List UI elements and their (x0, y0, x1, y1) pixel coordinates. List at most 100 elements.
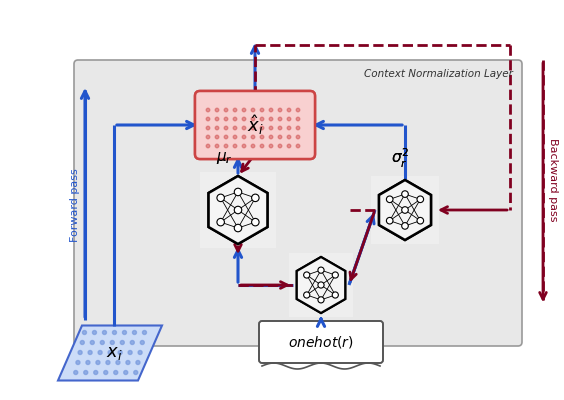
Circle shape (126, 360, 130, 364)
Circle shape (296, 144, 300, 148)
Circle shape (318, 297, 324, 303)
Circle shape (260, 117, 264, 121)
Circle shape (80, 340, 84, 344)
Circle shape (133, 330, 136, 334)
Circle shape (269, 117, 273, 121)
Polygon shape (379, 180, 431, 240)
Circle shape (224, 135, 228, 139)
Circle shape (269, 108, 273, 112)
Polygon shape (379, 180, 431, 240)
Circle shape (118, 350, 122, 354)
Circle shape (224, 144, 228, 148)
Text: Forward pass: Forward pass (70, 168, 80, 242)
Circle shape (402, 191, 408, 197)
Circle shape (417, 218, 424, 224)
Circle shape (206, 117, 210, 121)
Circle shape (116, 360, 120, 364)
Circle shape (217, 194, 224, 202)
Text: $\mu_r$: $\mu_r$ (216, 150, 233, 166)
Circle shape (251, 108, 255, 112)
Circle shape (296, 117, 300, 121)
Circle shape (111, 340, 114, 344)
Circle shape (233, 144, 237, 148)
Text: $\mu_r$: $\mu_r$ (216, 150, 233, 166)
Circle shape (106, 360, 110, 364)
Circle shape (233, 135, 237, 139)
Circle shape (417, 218, 424, 224)
Polygon shape (209, 176, 267, 244)
Circle shape (206, 135, 210, 139)
Circle shape (128, 350, 132, 354)
FancyBboxPatch shape (74, 60, 522, 346)
Circle shape (278, 144, 282, 148)
Circle shape (103, 330, 107, 334)
Circle shape (303, 272, 310, 278)
Circle shape (287, 135, 291, 139)
Circle shape (296, 126, 300, 130)
Circle shape (234, 188, 242, 196)
Circle shape (318, 267, 324, 273)
FancyBboxPatch shape (195, 91, 315, 159)
Circle shape (206, 108, 210, 112)
Circle shape (224, 126, 228, 130)
Text: $\sigma_r^2$: $\sigma_r^2$ (391, 147, 409, 170)
Circle shape (217, 218, 224, 226)
Circle shape (206, 144, 210, 148)
Circle shape (278, 117, 282, 121)
Text: $\sigma_r^2$: $\sigma_r^2$ (391, 147, 409, 170)
Circle shape (296, 135, 300, 139)
Circle shape (269, 126, 273, 130)
Circle shape (402, 207, 408, 213)
Circle shape (287, 126, 291, 130)
Circle shape (224, 135, 228, 139)
Circle shape (252, 218, 259, 226)
Circle shape (251, 135, 255, 139)
Circle shape (90, 340, 94, 344)
Circle shape (138, 350, 142, 354)
Circle shape (242, 117, 246, 121)
Circle shape (386, 218, 393, 224)
Circle shape (278, 117, 282, 121)
Circle shape (234, 206, 242, 214)
Circle shape (233, 108, 237, 112)
Circle shape (278, 144, 282, 148)
Circle shape (215, 144, 219, 148)
Circle shape (269, 126, 273, 130)
Circle shape (386, 218, 393, 224)
Circle shape (215, 144, 219, 148)
Circle shape (206, 144, 210, 148)
Circle shape (287, 117, 291, 121)
Circle shape (104, 370, 108, 374)
Circle shape (402, 207, 408, 213)
Circle shape (88, 350, 92, 354)
Circle shape (402, 191, 408, 197)
Circle shape (386, 196, 393, 202)
Circle shape (269, 117, 273, 121)
Circle shape (233, 126, 237, 130)
Circle shape (120, 340, 124, 344)
Circle shape (242, 135, 246, 139)
Circle shape (242, 108, 246, 112)
Circle shape (417, 196, 424, 202)
Circle shape (260, 108, 264, 112)
Circle shape (260, 117, 264, 121)
Circle shape (269, 144, 273, 148)
Circle shape (296, 126, 300, 130)
Circle shape (287, 144, 291, 148)
Circle shape (252, 194, 259, 202)
Circle shape (86, 360, 90, 364)
Text: $onehot(r)$: $onehot(r)$ (288, 334, 354, 350)
Circle shape (260, 135, 264, 139)
Circle shape (242, 126, 246, 130)
Circle shape (303, 272, 310, 278)
Circle shape (251, 144, 255, 148)
Circle shape (296, 117, 300, 121)
Circle shape (417, 196, 424, 202)
Circle shape (96, 360, 100, 364)
Circle shape (386, 196, 393, 202)
Circle shape (260, 108, 264, 112)
Circle shape (269, 135, 273, 139)
Circle shape (318, 267, 324, 273)
Circle shape (100, 340, 104, 344)
Circle shape (130, 340, 134, 344)
